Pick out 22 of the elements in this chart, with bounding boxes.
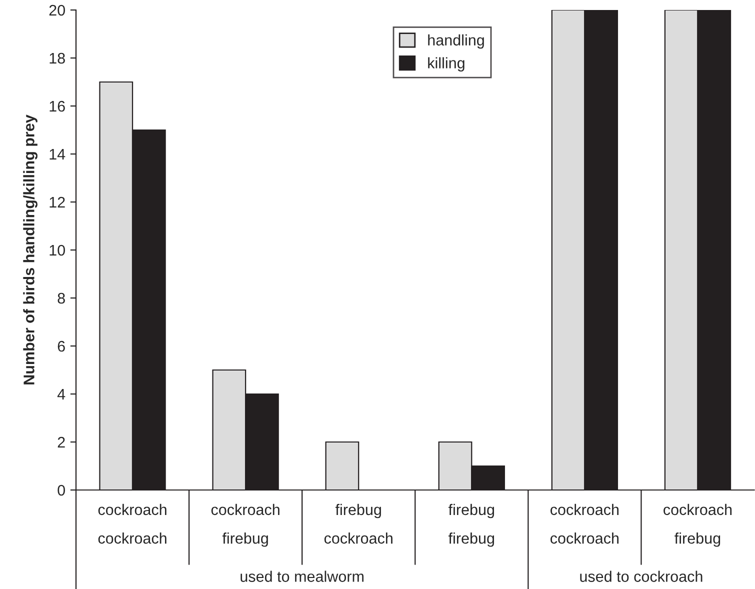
x-tick-label: cockroach cockroach xyxy=(98,504,166,544)
legend-label: handling xyxy=(428,34,484,49)
x-tick-label: cockroach firebug xyxy=(664,504,732,547)
y-tick-label: 14 xyxy=(50,149,66,160)
y-tick-label: 10 xyxy=(50,244,65,256)
text: used to mealworm xyxy=(240,570,364,582)
y-tick-label: 0 xyxy=(58,484,65,496)
y-tick-label: 12 xyxy=(50,196,65,208)
y-tick-label: 8 xyxy=(58,292,65,304)
y-tick-label: 4 xyxy=(57,389,66,400)
y-tick-label: 16 xyxy=(50,100,65,112)
text: used to cockroach xyxy=(580,570,702,582)
legend-label: killing xyxy=(428,57,464,72)
x-tick-label: firebug cockroach xyxy=(324,504,392,544)
y-tick-label: 6 xyxy=(58,340,65,352)
y-tick-label: 18 xyxy=(50,52,65,64)
x-tick-label: firebug firebug xyxy=(448,504,494,547)
y-tick-label: 2 xyxy=(58,436,65,448)
x-tick-label: cockroach firebug xyxy=(211,504,280,547)
y-tick-label: 20 xyxy=(49,4,65,16)
x-tick-label: cockroach cockroach xyxy=(550,504,619,544)
y-axis-title: Number of birds handling/killing prey xyxy=(23,114,38,384)
